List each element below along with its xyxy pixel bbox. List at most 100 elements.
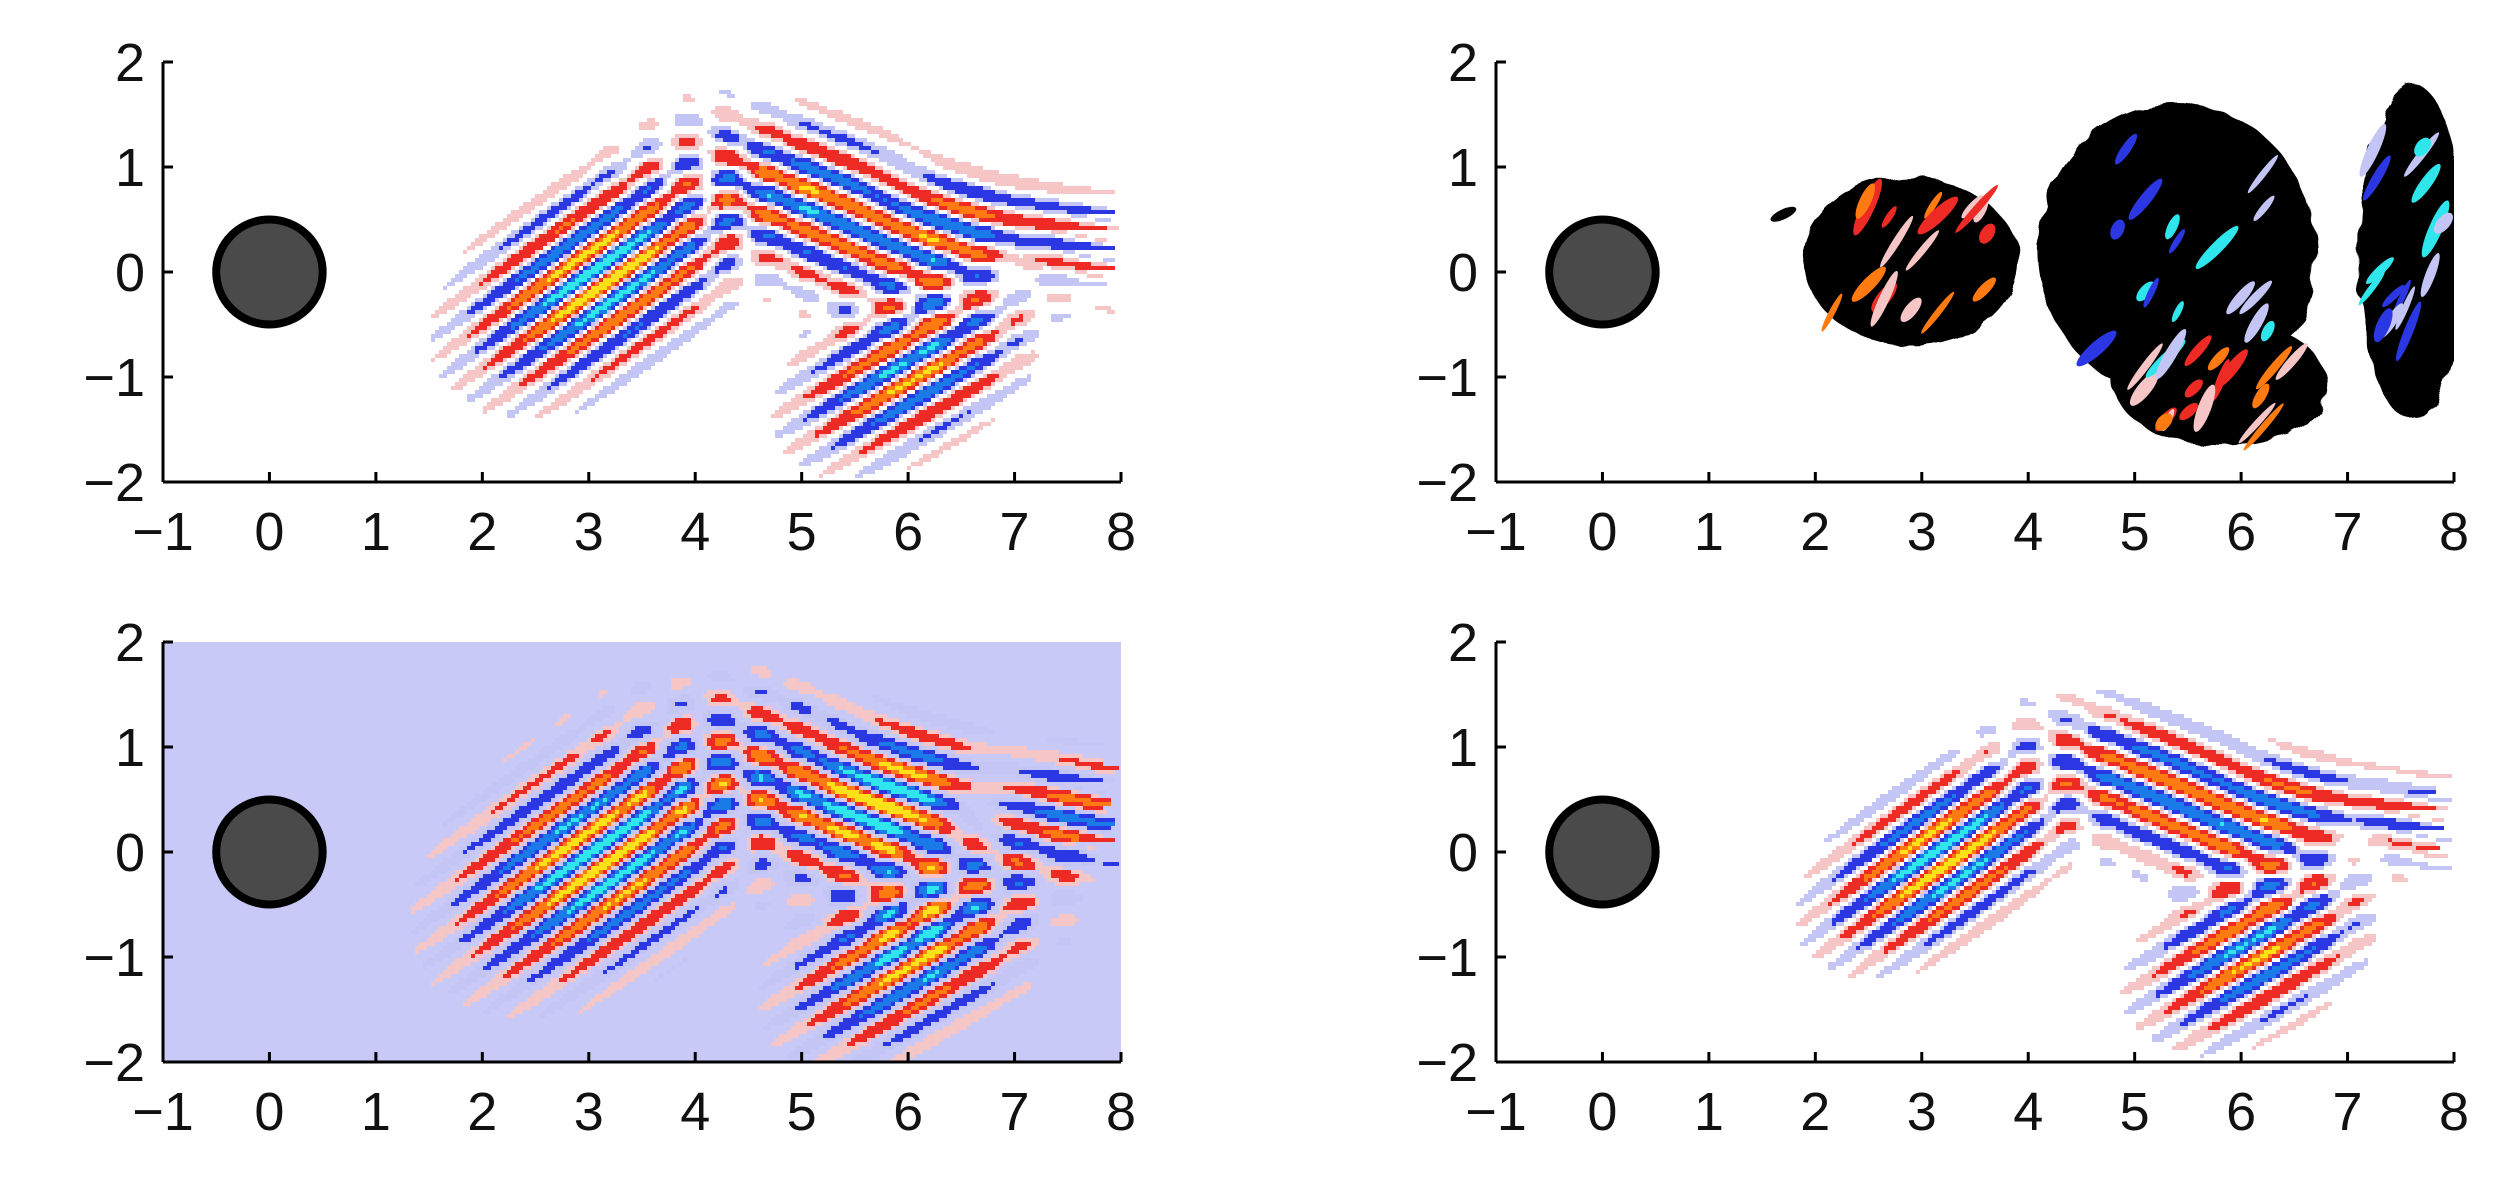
x-tick-label: 1 (1694, 1082, 1724, 1142)
x-tick-label: 6 (893, 502, 923, 562)
x-tick-label: 2 (467, 502, 497, 562)
field-layer (431, 90, 1119, 478)
x-tick-label: 5 (2120, 502, 2150, 562)
x-tick-label: −1 (1465, 1082, 1527, 1142)
contour-fragment (1851, 266, 1886, 302)
x-tick-label: −1 (132, 1082, 194, 1142)
y-tick-label: −2 (1416, 453, 1478, 513)
x-tick-label: 0 (1587, 1082, 1617, 1142)
contour-fragment (2275, 343, 2308, 380)
x-tick-label: 6 (2226, 1082, 2256, 1142)
contour-fragment (1972, 277, 1996, 302)
field-layer (411, 666, 1119, 1062)
contour-fragment (2395, 286, 2415, 330)
x-tick-label: 4 (680, 502, 710, 562)
contour-blob (1770, 206, 1797, 222)
wave-field (431, 90, 1119, 478)
contour-fragment (1961, 195, 1984, 219)
contour-blob (2358, 83, 2454, 419)
y-tick-label: 2 (1448, 613, 1478, 673)
y-tick-label: −2 (83, 1033, 145, 1093)
contour-fragment (1921, 291, 1955, 334)
contour-fragment (1881, 206, 1897, 228)
x-tick-label: 2 (1800, 502, 1830, 562)
x-tick-label: 5 (787, 1082, 817, 1142)
y-tick-label: 1 (115, 138, 145, 198)
contour-fragment (2433, 212, 2453, 234)
cylinder (212, 795, 327, 909)
x-tick-label: 8 (1106, 502, 1136, 562)
contour-fragment (2179, 402, 2199, 421)
y-tick-label: −1 (83, 928, 145, 988)
contour-fragment (1880, 215, 1914, 268)
y-tick-label: −2 (1416, 1033, 1478, 1093)
contour-fragment (1821, 293, 1843, 332)
y-tick-label: −1 (1416, 348, 1478, 408)
contour-fragment (2184, 335, 2212, 366)
x-tick-label: 7 (2333, 1082, 2363, 1142)
contour-fragment (2155, 328, 2187, 380)
x-tick-label: −1 (132, 502, 194, 562)
y-tick-label: 0 (115, 243, 145, 303)
contour-fragment (1870, 270, 1898, 327)
contour-fragment (2238, 402, 2276, 444)
contour-fragment (2155, 413, 2173, 431)
contour-fragment (2382, 284, 2405, 308)
x-tick-label: 2 (467, 1082, 497, 1142)
x-tick-label: 7 (1000, 1082, 1030, 1142)
contour-fragment (1924, 191, 1943, 219)
contour-fragment (2129, 372, 2159, 406)
y-tick-label: 0 (115, 823, 145, 883)
contour-fragment (2395, 301, 2422, 362)
cylinder (1545, 795, 1660, 909)
contour-fragment (2260, 320, 2275, 342)
contour-fragment (2127, 343, 2163, 390)
contour-fragment (2358, 271, 2385, 306)
x-tick-label: 6 (2226, 502, 2256, 562)
wave-field (1796, 690, 2452, 1058)
contour-fragment (2215, 349, 2248, 389)
contour-fragment (2128, 178, 2163, 220)
contour-fragment (2165, 214, 2180, 240)
contour-fragment (2226, 281, 2256, 315)
x-tick-label: 4 (2013, 1082, 2043, 1142)
contour-fragment (2110, 219, 2125, 240)
x-tick-label: 8 (1106, 1082, 1136, 1142)
contour-fragment (2169, 229, 2186, 254)
contour-fragment (2365, 257, 2394, 285)
x-tick-label: 3 (574, 502, 604, 562)
contour-fragment (2362, 155, 2391, 201)
contour-fragment (2076, 330, 2117, 367)
contour-fragment (2207, 347, 2230, 371)
x-tick-label: 5 (2120, 1082, 2150, 1142)
x-tick-label: 3 (1907, 1082, 1937, 1142)
y-tick-label: 1 (1448, 138, 1478, 198)
field-layer (1796, 690, 2452, 1058)
x-tick-label: −1 (1465, 502, 1527, 562)
x-tick-label: 0 (254, 1082, 284, 1142)
y-tick-label: 0 (1448, 823, 1478, 883)
contour-fragment (1900, 297, 1922, 323)
y-tick-label: 1 (115, 718, 145, 778)
contour-fragment (2414, 137, 2431, 157)
contour-fragment (1855, 183, 1876, 219)
contour-fragment (2255, 346, 2293, 390)
contour-fragment (2243, 403, 2284, 451)
contour-fragment (2247, 154, 2279, 194)
contour-fragment (2420, 253, 2440, 297)
x-tick-label: 3 (574, 1082, 604, 1142)
contour-fragment (2184, 379, 2203, 398)
contour-fragment (1955, 185, 1998, 233)
contour-fragment (2114, 133, 2138, 165)
field-layer (1770, 83, 2454, 451)
x-tick-label: 2 (1800, 1082, 1830, 1142)
contour-fragment (2195, 225, 2239, 270)
y-tick-label: 0 (1448, 243, 1478, 303)
wave-field (411, 666, 1119, 1062)
